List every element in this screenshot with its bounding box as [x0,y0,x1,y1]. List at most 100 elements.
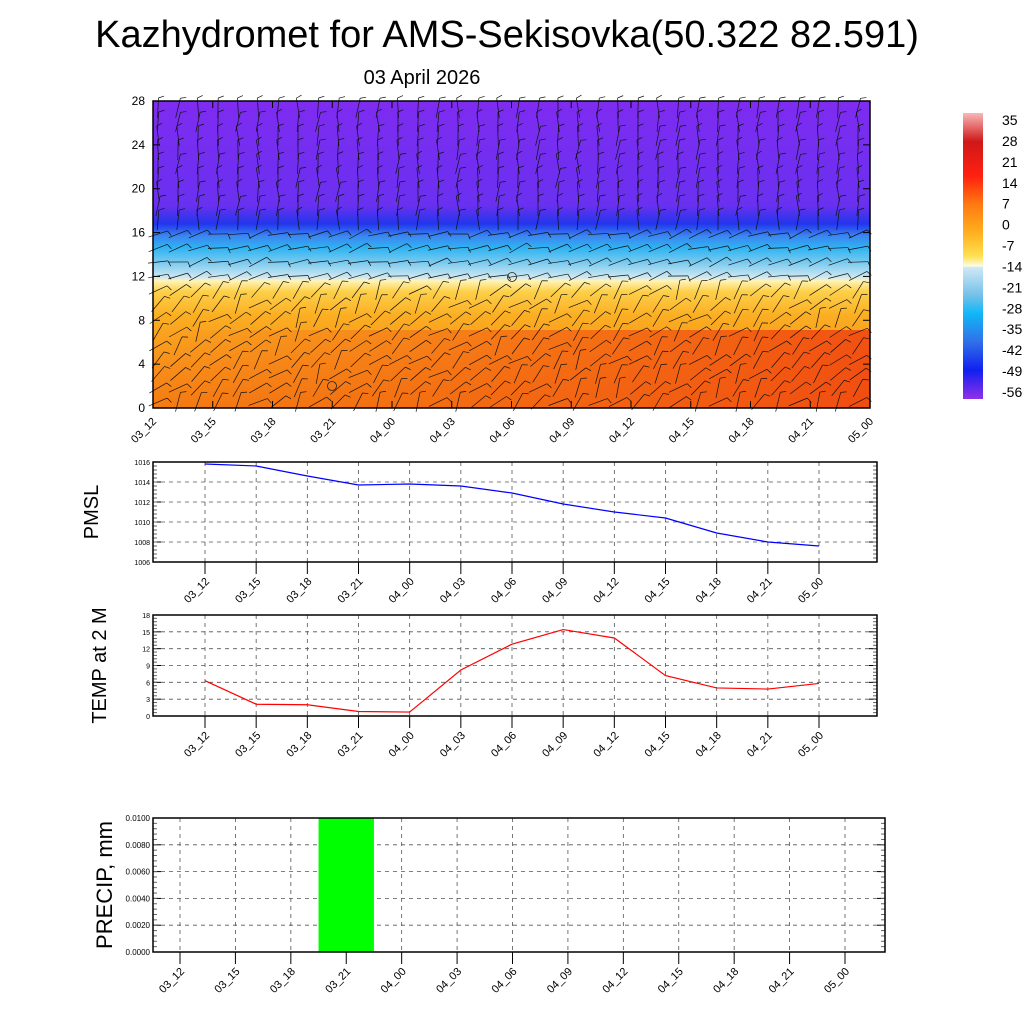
y-tick-label: 0.0060 [126,868,151,877]
y-tick-label: 16 [132,226,146,240]
y-tick-label: 0.0000 [126,948,151,957]
y-tick-label: 15 [142,630,150,637]
y-tick-label: 12 [142,647,150,654]
wind-barb-flag [719,96,725,98]
y-axis-label: PMSL [81,485,103,539]
wind-barb-flag [599,97,605,98]
wind-barb-flag [576,95,581,98]
x-tick-label: 03_18 [249,416,279,446]
wind-barb-flag [457,95,462,98]
x-tick-label: 03_18 [268,966,298,996]
y-axis-label: PRECIP, mm [92,821,117,949]
y-tick-label: 0.0020 [126,921,151,930]
y-tick-label: 0.0080 [126,841,151,850]
x-tick-label: 04_12 [591,576,621,606]
x-tick-label: 03_12 [182,730,212,760]
x-tick-label: 03_15 [233,576,263,606]
colorbar-label: 7 [1002,196,1010,212]
colorbar-label: 21 [1002,154,1018,170]
wind-barb-flag [520,97,526,98]
y-tick-label: 1008 [134,540,150,547]
x-tick-label: 03_15 [233,730,263,760]
x-tick-label: 03_18 [284,576,314,606]
x-tick-label: 04_15 [667,416,697,446]
y-tick-label: 1012 [134,500,150,507]
wind-barb-flag [780,97,786,98]
x-tick-label: 05_00 [822,966,852,996]
x-tick-label: 03_18 [284,730,314,760]
y-tick-label: 4 [138,357,145,371]
y-tick-label: 0.0100 [126,814,151,823]
x-tick-label: 04_12 [607,416,637,446]
x-tick-label: 04_00 [368,416,398,446]
x-tick-label: 04_12 [600,966,630,996]
x-tick-label: 04_00 [387,576,417,606]
x-tick-label: 04_06 [489,576,519,606]
x-tick-label: 04_03 [438,730,468,760]
x-tick-label: 04_09 [547,416,577,446]
wind-barb-flag [638,96,644,98]
wind-barb-flag [820,97,826,98]
wind-barb-flag [838,96,844,98]
x-tick-label: 03_21 [336,730,366,760]
wind-barb-flag [799,97,805,98]
wind-barb-flag [558,96,564,98]
x-tick-label: 04_21 [745,730,775,760]
wind-barb-flag [440,97,446,98]
x-tick-label: 04_18 [694,730,724,760]
y-tick-label: 8 [138,313,145,327]
x-tick-label: 03_12 [157,966,187,996]
wind-barb-flag [860,98,866,99]
wind-barb-flag [237,96,242,98]
colorbar-label: -49 [1002,363,1022,379]
wind-barb-flag [419,96,425,98]
y-tick-label: 3 [146,697,150,704]
plot-frame [153,462,877,562]
y-tick-label: 6 [146,680,150,687]
wind-barb-flag [257,95,262,98]
x-tick-label: 04_21 [767,966,797,996]
colorbar-scale [963,113,983,399]
y-tick-label: 0 [138,401,145,415]
y-tick-label: 18 [142,613,150,620]
x-tick-label: 04_00 [379,966,409,996]
x-tick-label: 04_06 [489,730,519,760]
x-tick-label: 04_21 [745,576,775,606]
y-tick-label: 0.0040 [126,894,151,903]
x-tick-label: 04_09 [540,730,570,760]
colorbar-label: 0 [1002,217,1010,233]
x-tick-label: 03_15 [189,416,219,446]
x-tick-label: 04_15 [643,576,673,606]
precip-bar [319,818,374,952]
wind-barb-flag [296,95,301,98]
wind-barb-flag [279,96,285,98]
y-tick-label: 1016 [134,460,150,467]
x-tick-label: 03_15 [212,966,242,996]
wind-barb-flag [339,97,345,98]
wind-barb-flag [218,96,224,98]
x-tick-label: 05_00 [846,416,876,446]
x-tick-label: 04_12 [591,730,621,760]
y-tick-label: 1010 [134,520,150,527]
colorbar-label: -14 [1002,258,1022,274]
plot-frame [153,818,885,952]
x-tick-label: 03_21 [308,416,338,446]
x-tick-label: 04_15 [643,730,673,760]
x-tick-label: 04_03 [428,416,458,446]
wind-barb-flag [180,97,186,98]
x-tick-label: 04_21 [786,416,816,446]
colorbar-label: -7 [1002,238,1015,254]
y-tick-label: 9 [146,664,150,671]
wind-barb-flag [397,96,402,98]
colorbar-label: 14 [1002,175,1018,191]
y-tick-label: 24 [132,138,146,152]
x-tick-label: 04_15 [656,966,686,996]
wind-barb-flag [618,96,624,98]
colorbar-label: -21 [1002,279,1022,295]
y-tick-label: 0 [146,714,150,721]
x-tick-label: 04_18 [727,416,757,446]
